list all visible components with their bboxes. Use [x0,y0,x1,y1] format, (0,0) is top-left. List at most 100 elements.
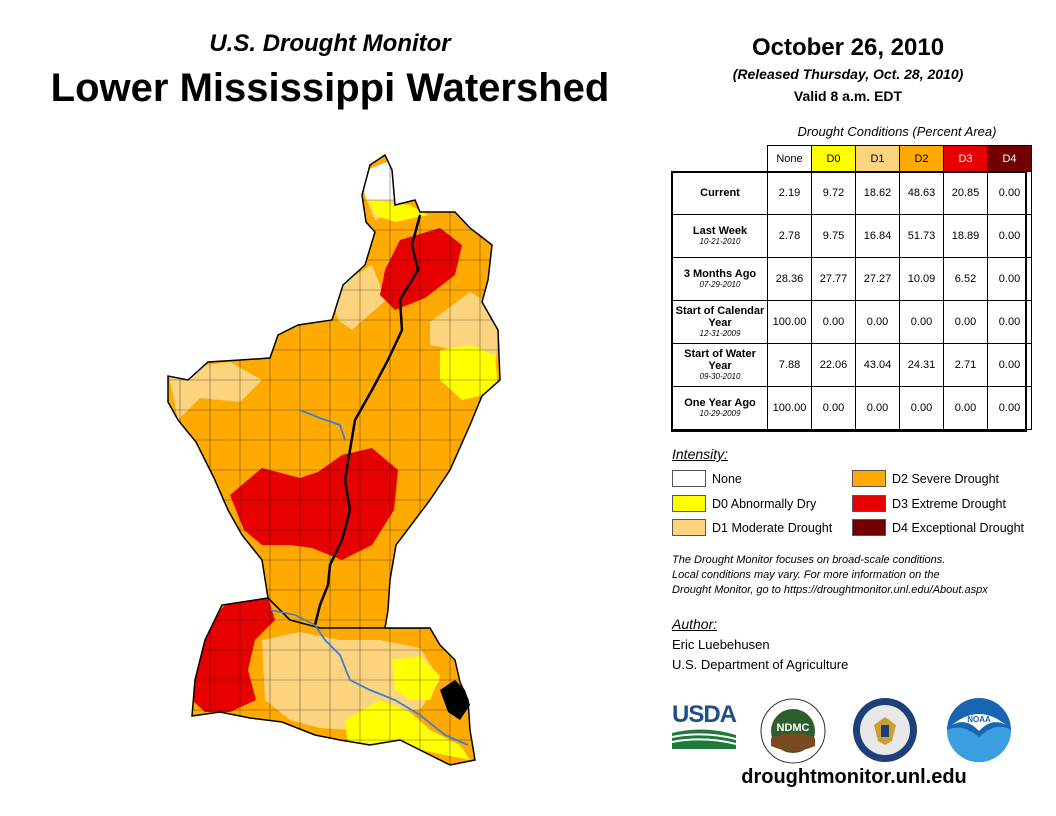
table-cell: 100.00 [767,300,812,344]
table-cell: 0.00 [855,300,900,344]
disclaimer-note: The Drought Monitor focuses on broad-sca… [672,553,1042,598]
author-org: U.S. Department of Agriculture [672,657,849,672]
table-cell: 0.00 [987,257,1032,301]
table-cell: 2.71 [943,343,988,387]
table-row: 3 Months Ago 07-29-2010 28.36 27.77 27.27… [672,257,1032,301]
legend-label: D0 Abnormally Dry [712,496,817,511]
table-cell: 27.27 [855,257,900,301]
noaa-logo-text: NOAA [967,715,991,724]
column-header-d2: D2 [899,145,944,172]
valid-time: Valid 8 a.m. EDT [793,88,903,104]
table-cell: 9.72 [811,171,856,215]
table-cell: 7.88 [767,343,812,387]
legend-swatch [852,519,886,536]
note-line: The Drought Monitor focuses on broad-sca… [672,554,946,566]
doc-seal-logo [852,697,918,763]
table-cell: 2.78 [767,214,812,258]
table-row: One Year Ago 10-29-2009 100.00 0.00 0.00 … [672,386,1032,430]
row-label: Start of Calendar Year [675,305,765,329]
usda-hills-icon [671,729,737,749]
table-cell: 16.84 [855,214,900,258]
table-cell: 18.89 [943,214,988,258]
website-link[interactable]: droughtmonitor.unl.edu [741,766,967,788]
legend-item: None [672,470,742,487]
table-cell: 18.62 [855,171,900,215]
mississippi-river [299,409,469,746]
table-cell: 27.77 [811,257,856,301]
table-cell: 0.00 [987,386,1032,430]
table-cell: 24.31 [899,343,944,387]
note-line[interactable]: Drought Monitor, go to https://droughtmo… [672,584,988,596]
table-row: Start of Calendar Year 12-31-2009 100.00 … [672,300,1032,344]
row-date: 10-29-2009 [699,409,741,418]
table-cell: 0.00 [943,386,988,430]
row-label: 3 Months Ago [683,268,757,280]
table-cell: 9.75 [811,214,856,258]
legend-swatch [672,519,706,536]
table-cell: 0.00 [943,300,988,344]
row-label: Current [700,187,740,199]
table-cell: 51.73 [899,214,944,258]
drought-map [167,153,501,766]
map-date: October 26, 2010 [751,34,945,61]
legend-label: D2 Severe Drought [892,471,1000,486]
legend-item: D2 Severe Drought [852,470,999,487]
row-date: 09-30-2010 [699,372,741,381]
table-cell: 22.06 [811,343,856,387]
column-header-d1: D1 [855,145,900,172]
noaa-bird-icon [947,698,1011,762]
legend-label: D1 Moderate Drought [712,520,833,535]
table-row: Last Week 10-21-2010 2.78 9.75 16.84 51.7… [672,214,1032,258]
watershed-outline [167,153,501,766]
table-cell: 6.52 [943,257,988,301]
drought-conditions-table: None D0 D1 D2 D3 D4 Current 2.19 9.72 18… [672,145,1032,430]
row-date: 12-31-2009 [699,329,741,338]
legend-item: D4 Exceptional Drought [852,519,1024,536]
column-header-d3: D3 [943,145,988,172]
map-subtitle: U.S. Drought Monitor [209,30,451,57]
ndmc-seal-icon [760,698,826,764]
row-label: Last Week [692,225,748,237]
table-cell: 0.00 [987,300,1032,344]
table-cell: 0.00 [987,343,1032,387]
column-header-none: None [767,145,812,172]
legend-item: D0 Abnormally Dry [672,495,816,512]
table-caption: Drought Conditions (Percent Area) [797,124,997,139]
legend-label: None [712,471,742,486]
table-cell: 0.00 [811,386,856,430]
table-cell: 0.00 [855,386,900,430]
table-row: Current 2.19 9.72 18.62 48.63 20.85 0.00 [672,171,1032,215]
table-cell: 10.09 [899,257,944,301]
legend-item: D1 Moderate Drought [672,519,832,536]
legend-swatch [852,470,886,487]
row-date: 07-29-2010 [699,280,741,289]
table-cell: 48.63 [899,171,944,215]
legend-swatch [852,495,886,512]
table-cell: 100.00 [767,386,812,430]
table-cell: 0.00 [811,300,856,344]
table-row: Start of Water Year 09-30-2010 7.88 22.06… [672,343,1032,387]
table-cell: 0.00 [987,171,1032,215]
legend-item: D3 Extreme Drought [852,495,1006,512]
release-date: (Released Thursday, Oct. 28, 2010) [732,66,964,82]
usda-logo: USDA [671,701,737,749]
author-title: Author: [672,616,718,632]
column-header-d4: D4 [987,145,1032,172]
note-line: Local conditions may vary. For more info… [672,569,940,581]
legend-swatch [672,470,706,487]
noaa-logo: NOAA [946,697,1012,763]
legend-label: D4 Exceptional Drought [892,520,1025,535]
row-label: One Year Ago [684,397,756,409]
table-cell: 2.19 [767,171,812,215]
map-title: Lower Mississippi Watershed [50,66,610,110]
usda-logo-text: USDA [672,701,737,728]
table-cell: 0.00 [899,386,944,430]
table-cell: 0.00 [987,214,1032,258]
legend-title: Intensity: [672,446,729,462]
table-cell: 28.36 [767,257,812,301]
table-cell: 43.04 [855,343,900,387]
legend-swatch [672,495,706,512]
row-label: Start of Water Year [684,348,756,372]
author-name: Eric Luebehusen [672,637,770,652]
table-cell: 0.00 [899,300,944,344]
